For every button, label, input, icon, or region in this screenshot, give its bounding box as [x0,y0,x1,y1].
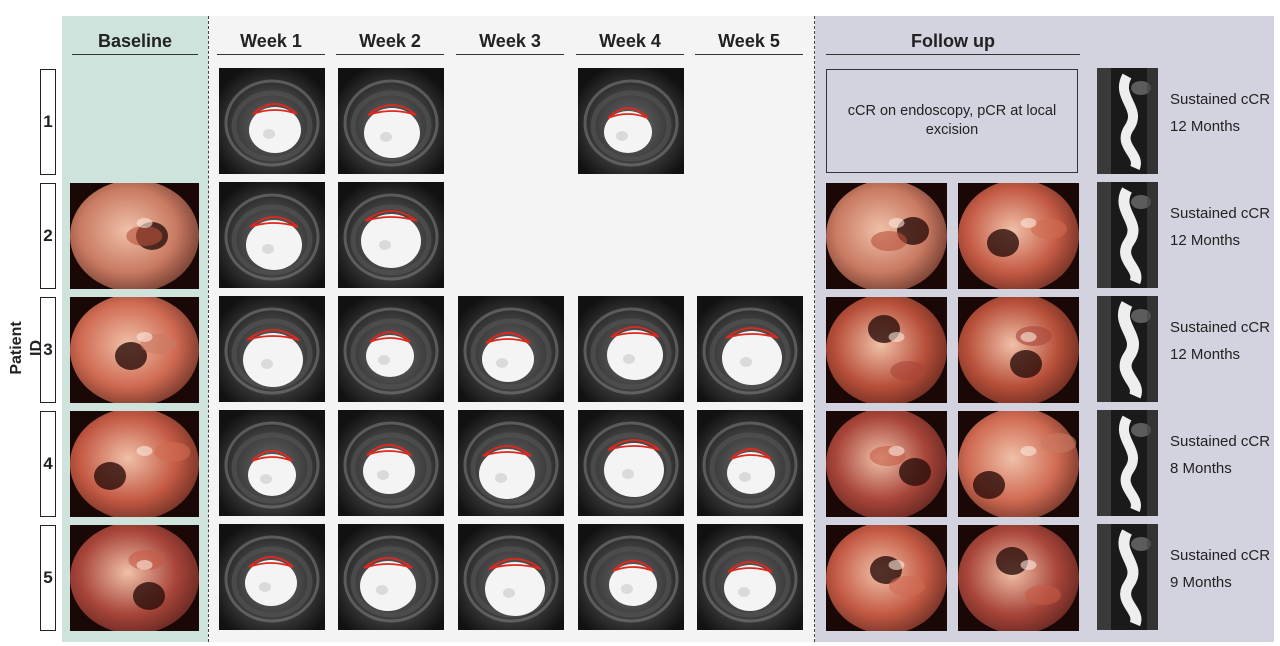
outcome-duration: 9 Months [1170,574,1232,591]
patient-id-box: 4 [40,411,56,517]
follow-up-endoscopy-image [826,183,947,289]
mri-slice-image [219,182,325,288]
mri-slice-image [578,524,684,630]
sagittal-mri-image [1097,182,1158,288]
outcome-status: Sustained cCR [1170,91,1271,108]
mri-slice-image [219,68,325,174]
header-week-5: Week 5 [695,30,803,55]
baseline-endoscopy-image [70,183,199,289]
mri-slice-image [578,410,684,516]
sagittal-mri-image [1097,524,1158,630]
baseline-endoscopy-image [70,411,199,517]
patient-id-box: 1 [40,69,56,175]
mri-slice-image [219,410,325,516]
outcome-status: Sustained cCR [1170,205,1271,222]
follow-up-endoscopy-image [958,411,1079,517]
mri-slice-image [219,524,325,630]
header-week-4: Week 4 [576,30,684,55]
mri-slice-image [697,524,803,630]
sagittal-mri-image [1097,296,1158,402]
mri-slice-image [697,410,803,516]
follow-up-note: cCR on endoscopy, pCR at local excision [826,69,1078,173]
outcome-patient-1: Sustained cCR 12 Months [1170,90,1280,136]
sagittal-mri-image [1097,410,1158,516]
outcome-patient-5: Sustained cCR 9 Months [1170,546,1280,592]
mri-slice-image [697,296,803,402]
follow-up-endoscopy-image [958,183,1079,289]
outcome-status: Sustained cCR [1170,433,1271,450]
mri-slice-image [219,296,325,402]
patient-id-axis-label: Patient ID [8,321,45,375]
patient-id-box: 3 [40,297,56,403]
divider-follow-up [814,16,815,642]
header-follow-up: Follow up [826,30,1080,55]
outcome-duration: 8 Months [1170,460,1232,477]
mri-slice-image [338,524,444,630]
mri-slice-image [458,524,564,630]
outcome-patient-3: Sustained cCR 12 Months [1170,318,1280,364]
follow-up-endoscopy-image [826,525,947,631]
outcome-duration: 12 Months [1170,232,1241,249]
outcome-status: Sustained cCR [1170,547,1271,564]
outcome-patient-2: Sustained cCR 12 Months [1170,204,1280,250]
patient-id-box: 5 [40,525,56,631]
header-week-1: Week 1 [217,30,325,55]
mri-slice-image [338,410,444,516]
mri-slice-image [338,182,444,288]
mri-slice-image [338,68,444,174]
mri-slice-image [458,410,564,516]
follow-up-endoscopy-image [958,297,1079,403]
patient-id-box: 2 [40,183,56,289]
follow-up-endoscopy-image [826,297,947,403]
mri-slice-image [458,296,564,402]
mri-slice-image [578,296,684,402]
outcome-status: Sustained cCR [1170,319,1271,336]
header-week-3: Week 3 [456,30,564,55]
outcome-duration: 12 Months [1170,118,1241,135]
mri-slice-image [578,68,684,174]
baseline-endoscopy-image [70,297,199,403]
follow-up-endoscopy-image [826,411,947,517]
divider-baseline [208,16,209,642]
mri-slice-image [338,296,444,402]
sagittal-mri-image [1097,68,1158,174]
outcome-duration: 12 Months [1170,346,1241,363]
baseline-endoscopy-image [70,525,199,631]
header-baseline: Baseline [72,30,198,55]
follow-up-endoscopy-image [958,525,1079,631]
header-week-2: Week 2 [336,30,444,55]
outcome-patient-4: Sustained cCR 8 Months [1170,432,1280,478]
